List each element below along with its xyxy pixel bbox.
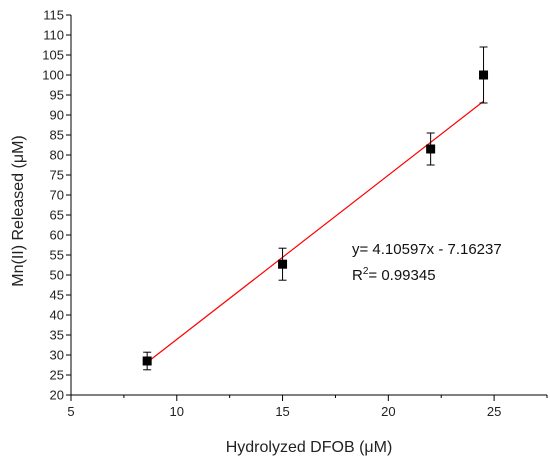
y-tick-label: 35 (50, 328, 64, 343)
r2-annotation: R2= 0.99345 (352, 266, 436, 284)
y-tick-label: 40 (50, 308, 64, 323)
x-tick-label: 20 (381, 404, 395, 419)
y-tick-label: 85 (50, 128, 64, 143)
x-axis-title: Hydrolyzed DFOB (μM) (226, 439, 393, 456)
y-tick-label: 25 (50, 368, 64, 383)
x-tick-label: 25 (487, 404, 501, 419)
y-tick-label: 80 (50, 148, 64, 163)
y-tick-label: 90 (50, 108, 64, 123)
y-tick-label: 55 (50, 248, 64, 263)
y-tick-label: 110 (43, 28, 64, 43)
y-ticks: 20 25 30 35 40 45 50 55 60 65 70 75 80 85 90 95 100 105 11… (42, 8, 71, 403)
y-tick-label: 70 (50, 188, 64, 203)
x-tick-label: 15 (275, 404, 289, 419)
y-axis-title: Mn(II) Released (μM) (10, 135, 27, 286)
x-ticks: 5 10 15 20 25 (67, 395, 548, 419)
y-tick-label: 45 (50, 288, 64, 303)
y-tick-label: 60 (50, 228, 64, 243)
y-tick-label: 95 (50, 88, 64, 103)
r2-prefix: R (352, 267, 363, 284)
r2-superscript: 2 (363, 266, 369, 277)
y-tick-label: 100 (42, 68, 64, 83)
y-tick-label: 115 (43, 8, 64, 23)
data-points (142, 46, 489, 371)
x-tick-label: 10 (170, 404, 184, 419)
y-tick-label: 75 (50, 168, 64, 183)
data-point (479, 70, 489, 80)
r2-value: = 0.99345 (368, 267, 435, 284)
equation-annotation: y= 4.10597x - 7.16237 (352, 241, 502, 258)
axes (70, 15, 547, 396)
y-tick-label: 65 (50, 208, 64, 223)
data-point (278, 259, 288, 269)
y-tick-label: 50 (50, 268, 64, 283)
fit-line (146, 100, 484, 363)
y-tick-label: 30 (50, 348, 64, 363)
y-tick-label: 105 (42, 48, 64, 63)
y-tick-label: 20 (50, 388, 64, 403)
data-point (142, 356, 152, 366)
x-tick-label: 5 (67, 404, 74, 419)
data-point (426, 144, 436, 154)
